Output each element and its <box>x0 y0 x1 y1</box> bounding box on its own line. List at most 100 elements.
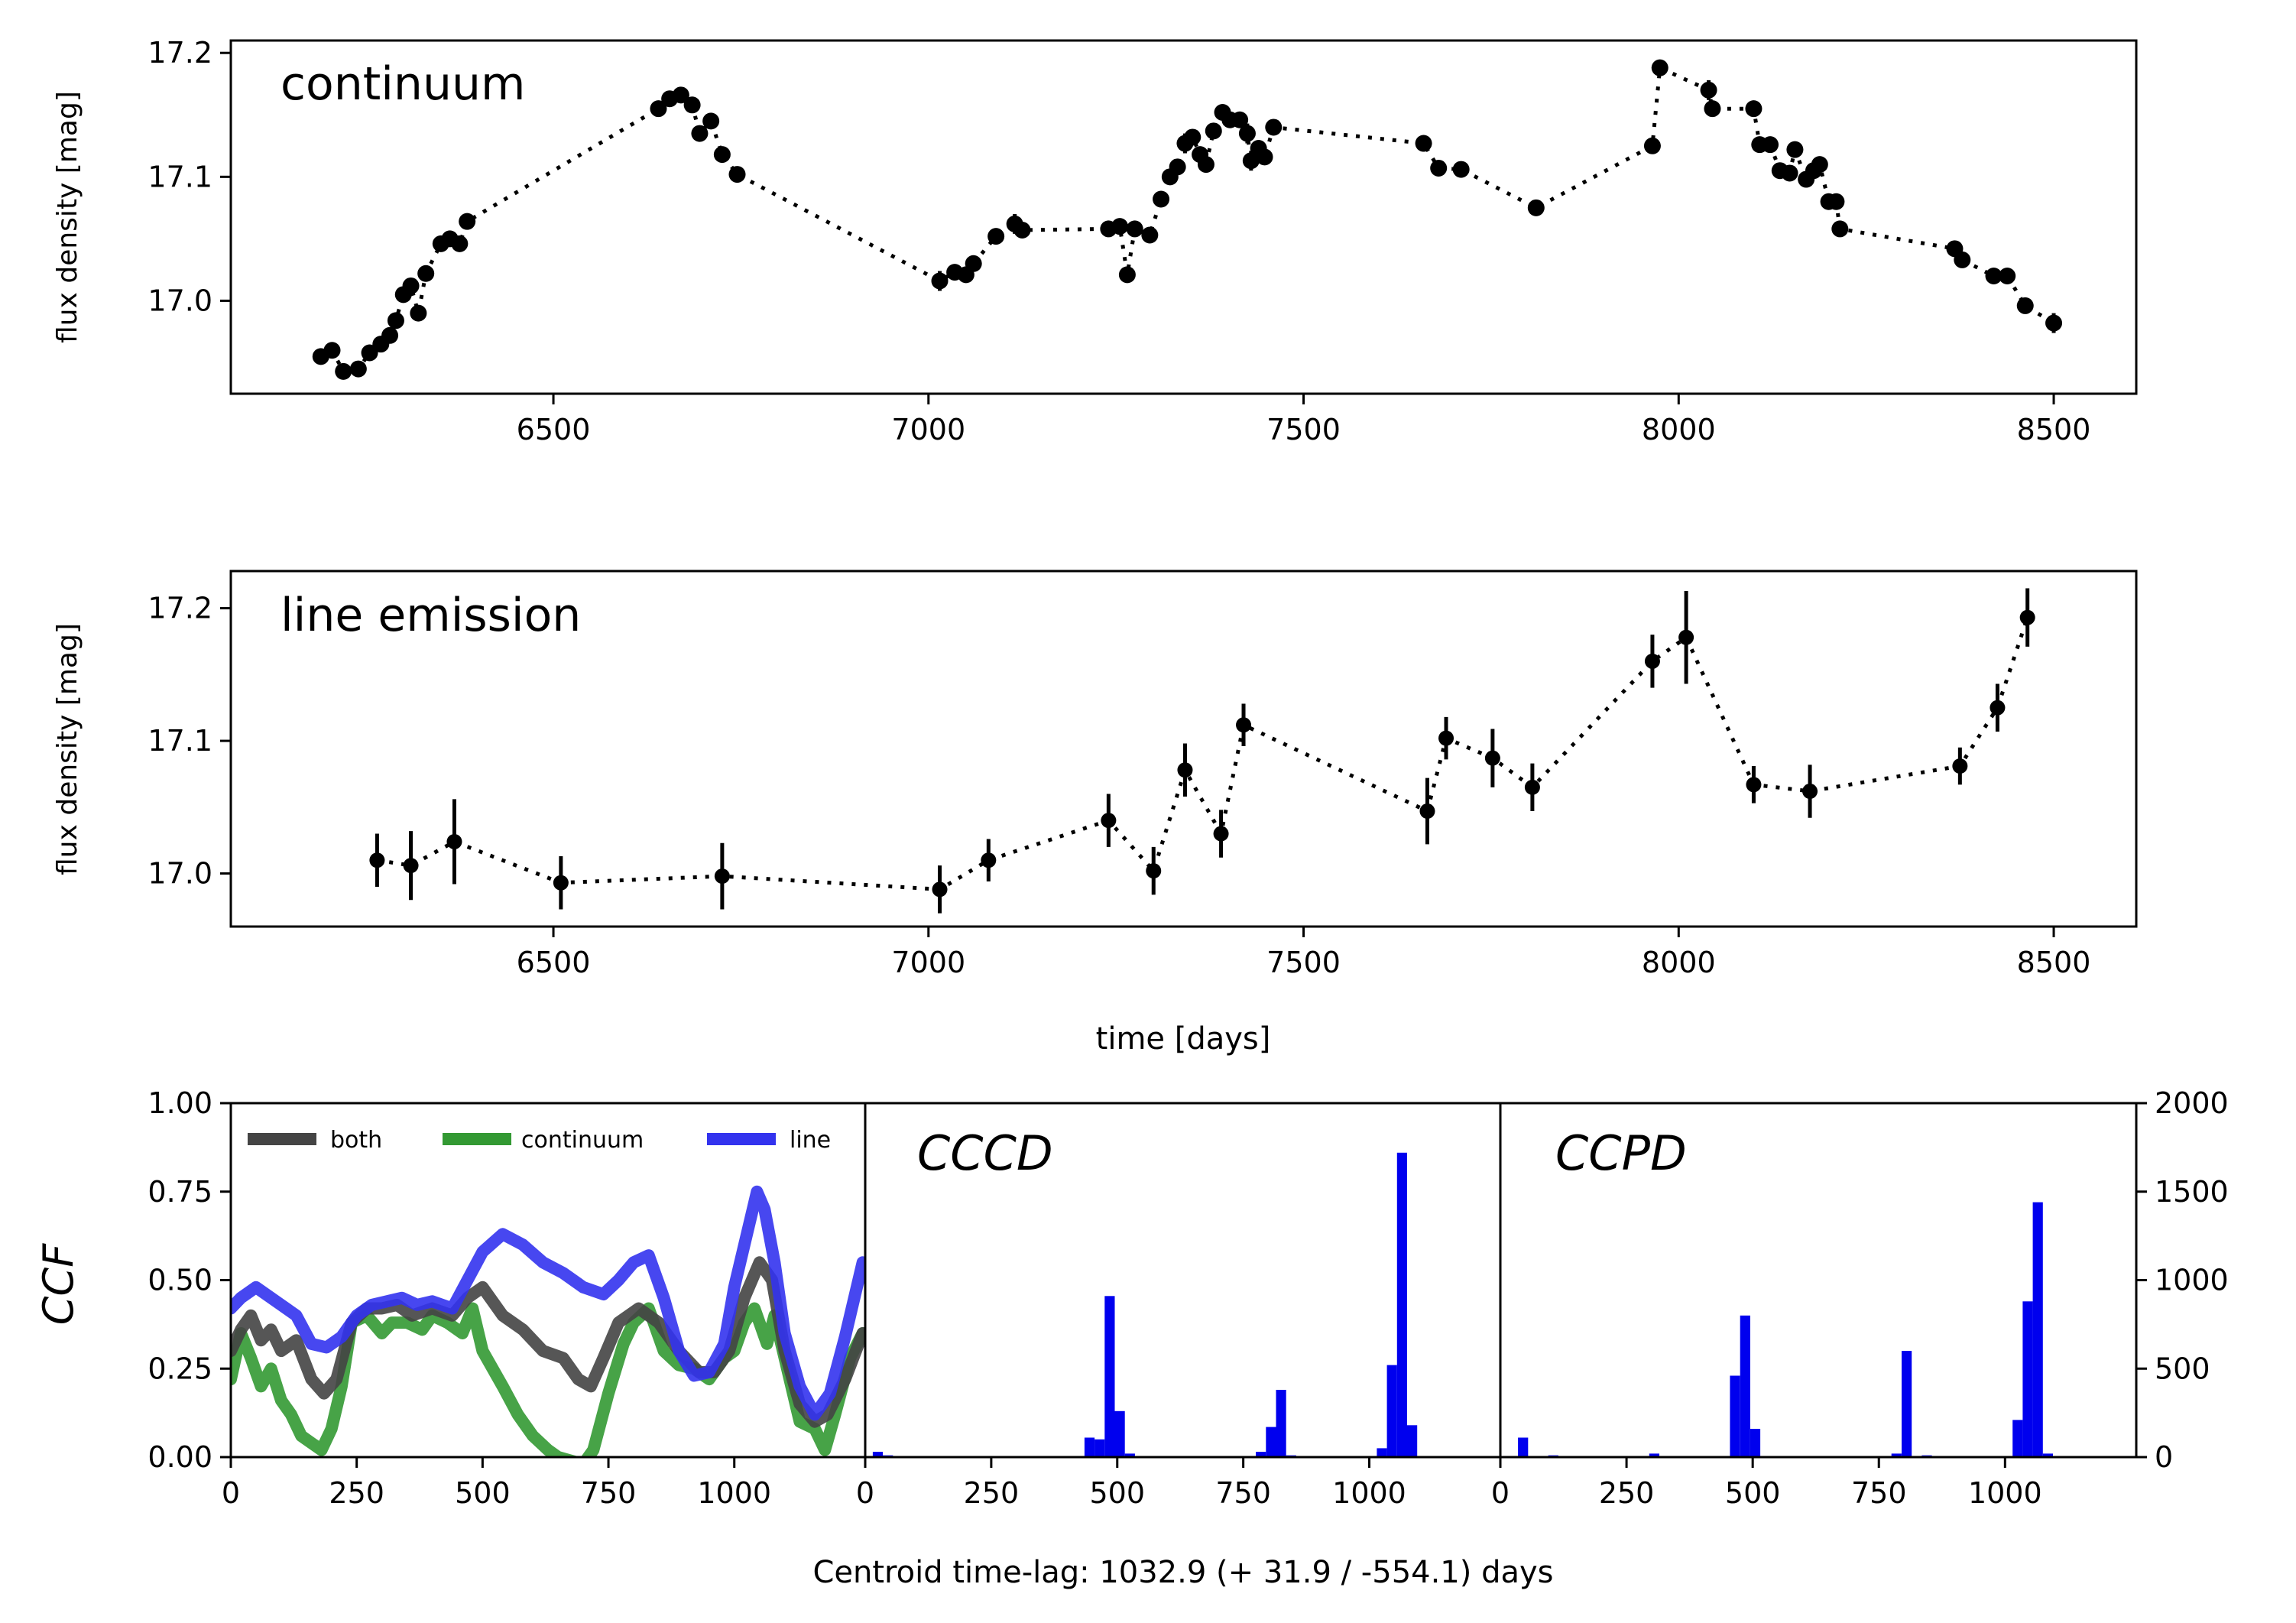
ccf-series <box>231 1185 865 1457</box>
line-emission-x-ticks: 6500 7000 7500 8000 8500 <box>517 927 2090 979</box>
cccd-histogram-bar <box>1256 1452 1266 1457</box>
ccpd-x-tick-label: 500 <box>1725 1476 1781 1510</box>
line-emission-marker <box>932 881 948 898</box>
line-emission-marker <box>403 858 419 874</box>
line-emission-x-tick-label: 6500 <box>517 946 591 979</box>
continuum-marker <box>1762 136 1779 154</box>
continuum-marker <box>1985 268 2003 284</box>
line-emission-marker <box>1524 779 1540 795</box>
ccpd-x-tick-label: 0 <box>1491 1476 1510 1510</box>
continuum-data-point <box>1197 156 1214 174</box>
continuum-marker <box>2045 314 2063 332</box>
continuum-marker <box>387 312 404 329</box>
line-emission-data-point <box>1146 846 1162 895</box>
line-emission-marker <box>553 875 569 891</box>
continuum-data-point <box>1231 111 1249 128</box>
continuum-marker <box>459 213 476 230</box>
continuum-marker <box>1651 59 1668 76</box>
continuum-marker <box>1184 128 1202 146</box>
cccd-histogram-bar <box>1386 1365 1397 1457</box>
continuum-axes-frame <box>229 39 2138 395</box>
continuum-data-point <box>1954 251 1971 268</box>
ccf-x-tick-label: 1000 <box>697 1476 771 1510</box>
cccd-x-tick-label: 500 <box>1089 1476 1145 1510</box>
continuum-data-point <box>713 146 731 164</box>
line-emission-data-point <box>403 831 419 901</box>
continuum-data-point <box>728 166 746 183</box>
line-emission-y-axis-label: flux density [mag] <box>52 623 83 875</box>
continuum-x-tick-label: 7500 <box>1266 413 1341 446</box>
continuum-data-point <box>451 235 469 252</box>
continuum-data-point <box>335 362 352 380</box>
line-emission-marker <box>1419 803 1435 820</box>
ccf-y-ticks: 0.00 0.25 0.50 0.75 1.00 <box>148 1086 231 1474</box>
continuum-marker <box>1781 164 1798 182</box>
cccd-annotation: CCCD <box>917 1125 1053 1181</box>
line-emission-marker <box>1952 758 1968 774</box>
continuum-data-point <box>1242 151 1260 171</box>
continuum-data-point <box>1415 135 1432 152</box>
continuum-data-point <box>672 86 689 104</box>
continuum-marker <box>713 146 731 164</box>
continuum-data-point <box>650 100 667 118</box>
ccf-x-tick-label: 0 <box>222 1476 240 1510</box>
continuum-data-point <box>1643 137 1661 154</box>
continuum-y-axis-label: flux density [mag] <box>52 91 83 343</box>
continuum-data-point <box>323 342 341 359</box>
cccd-histogram-bar <box>1276 1390 1286 1457</box>
line-emission-marker <box>1644 653 1660 669</box>
line-emission-x-tick-label: 8000 <box>1642 946 1716 979</box>
line-emission-marker <box>714 868 730 885</box>
continuum-data-point <box>1827 193 1845 210</box>
legend-label-continuum: continuum <box>521 1127 644 1154</box>
continuum-marker <box>1118 266 1136 284</box>
cccd-histogram-bar <box>872 1452 884 1457</box>
line-emission-data-point <box>1213 810 1229 858</box>
continuum-data-point <box>387 312 404 329</box>
line-emission-data-point <box>1952 747 1968 785</box>
cccd-panel: 0 250 500 750 1000 CCCD <box>856 1102 1502 1510</box>
continuum-marker <box>1811 156 1828 174</box>
continuum-marker <box>1205 122 1222 140</box>
ccf-y-tick-label: 0.00 <box>148 1440 212 1474</box>
line-emission-data-point <box>1746 766 1762 803</box>
continuum-data-point <box>1430 159 1448 177</box>
line-emission-marker <box>1802 784 1818 800</box>
line-emission-data-point <box>1177 743 1193 797</box>
ccf-x-tick-label: 750 <box>581 1476 637 1510</box>
line-emission-data-point <box>369 833 385 887</box>
cccd-x-ticks: 0 250 500 750 1000 <box>856 1457 1406 1510</box>
continuum-marker <box>1126 220 1143 238</box>
continuum-data-point <box>1651 59 1668 76</box>
cccd-x-tick-label: 1000 <box>1332 1476 1406 1510</box>
continuum-data-point <box>1745 100 1763 118</box>
continuum-data-point <box>965 255 982 272</box>
continuum-marker <box>1827 193 1845 210</box>
ccf-legend: both continuum line <box>248 1127 831 1154</box>
continuum-marker <box>965 255 982 272</box>
continuum-marker <box>1111 218 1129 235</box>
continuum-data-point <box>1985 268 2003 284</box>
continuum-marker <box>2016 297 2034 314</box>
line-emission-x-tick-label: 7500 <box>1266 946 1341 979</box>
continuum-data-point <box>1811 156 1828 174</box>
continuum-x-tick-label: 6500 <box>517 413 591 446</box>
continuum-marker <box>1452 161 1470 178</box>
ccpd-histogram-bar <box>2042 1453 2053 1457</box>
line-emission-marker <box>981 852 997 868</box>
continuum-data-point <box>1205 122 1222 140</box>
ccpd-panel: 0 250 500 750 1000 0 500 1000 1500 2000 CCPD <box>1491 1086 2229 1510</box>
continuum-y-ticks: 17.0 17.1 17.2 <box>148 36 231 317</box>
line-emission-data-point <box>1438 716 1454 760</box>
continuum-marker <box>1265 118 1283 136</box>
ccpd-histogram-bar <box>1750 1429 1761 1457</box>
line-emission-data-point <box>553 856 569 910</box>
continuum-data-point <box>1184 128 1202 146</box>
continuum-marker <box>987 228 1005 245</box>
continuum-data-point <box>683 96 701 114</box>
line-emission-panel: 6500 7000 7500 8000 8500 17.0 17.1 17.2 line e… <box>52 570 2138 1057</box>
continuum-data-point <box>702 112 720 130</box>
continuum-marker <box>1013 222 1031 239</box>
continuum-data-point <box>1111 218 1129 235</box>
continuum-marker <box>1231 111 1249 128</box>
